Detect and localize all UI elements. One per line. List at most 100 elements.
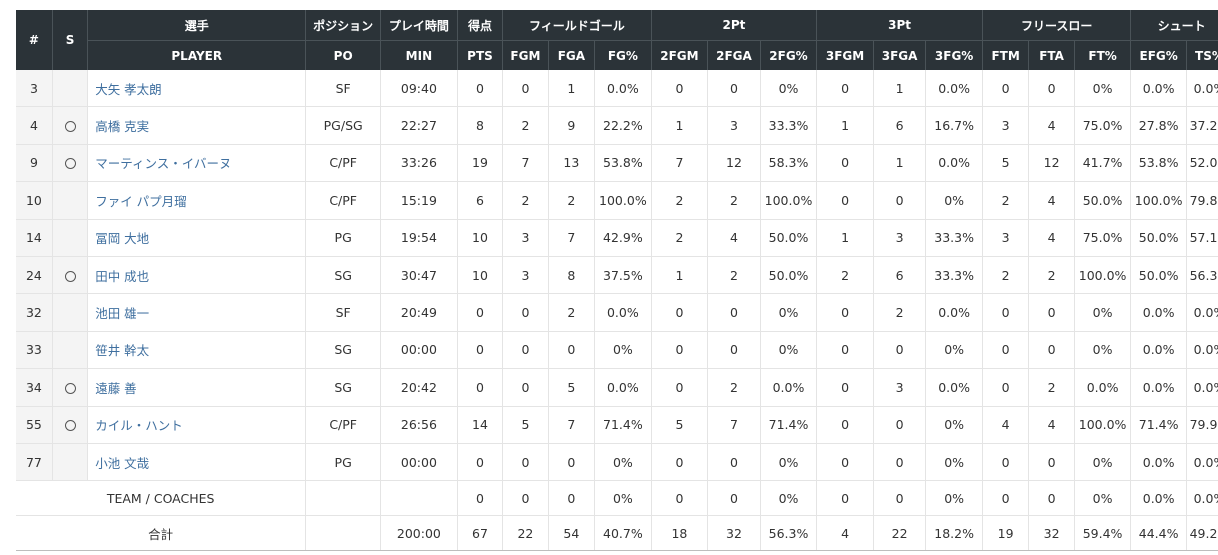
minutes	[380, 480, 458, 517]
header-player[interactable]: PLAYER	[87, 40, 307, 70]
table-row: 14 冨岡 大地 PG 19:54 10 3 7 42.9% 2 4 50.0%…	[16, 219, 1218, 257]
2fga: 0	[707, 331, 761, 370]
ts-pct: 0.0%	[1186, 368, 1218, 407]
3fg-pct: 0.0%	[925, 144, 983, 183]
header-po[interactable]: PO	[305, 40, 382, 70]
player-name-link[interactable]: 遠藤 善	[87, 368, 307, 407]
header-min[interactable]: MIN	[380, 40, 458, 70]
table-row: 32 池田 雄一 SF 20:49 0 0 2 0.0% 0 0 0% 0 2 …	[16, 293, 1218, 332]
3fg-pct: 0%	[925, 181, 983, 220]
header-ft-pct[interactable]: FT%	[1074, 40, 1132, 70]
table-row: 33 笹井 幹太 SG 00:00 0 0 0 0% 0 0 0% 0 0 0%…	[16, 331, 1218, 370]
minutes: 20:42	[380, 368, 458, 407]
fgm: 2	[502, 181, 549, 220]
position: SG	[305, 331, 382, 370]
fg-pct: 0%	[594, 443, 652, 482]
starter-cell	[52, 70, 89, 108]
3fgm: 0	[816, 406, 874, 444]
fta: 32	[1028, 515, 1075, 552]
player-name-link[interactable]: 高橋 克実	[87, 106, 307, 145]
header-2fg-pct[interactable]: 2FG%	[760, 40, 818, 70]
header-fg-pct[interactable]: FG%	[594, 40, 652, 70]
header-fga[interactable]: FGA	[548, 40, 596, 70]
2fgm: 0	[651, 443, 709, 482]
3fga: 1	[873, 70, 927, 108]
player-name-link[interactable]: 池田 雄一	[87, 293, 307, 332]
player-name-link[interactable]: ファイ パプ月瑠	[87, 181, 307, 220]
header-group-shoot: シュート	[1130, 10, 1218, 41]
efg-pct: 0.0%	[1130, 480, 1187, 517]
header-points-jp[interactable]: 得点	[457, 10, 504, 41]
2fgm: 5	[651, 406, 709, 444]
minutes: 20:49	[380, 293, 458, 332]
header-pts[interactable]: PTS	[457, 40, 504, 70]
minutes: 200:00	[380, 515, 458, 552]
header-ftm[interactable]: FTM	[982, 40, 1030, 70]
header-position-jp[interactable]: ポジション	[305, 10, 382, 41]
header-player-jp[interactable]: 選手	[87, 10, 307, 41]
points: 8	[457, 106, 504, 145]
3fg-pct: 0%	[925, 480, 983, 517]
3fgm: 2	[816, 256, 874, 295]
header-3fga[interactable]: 3FGA	[873, 40, 927, 70]
table-header: # S 選手 ポジション プレイ時間 得点 フィールドゴール 2Pt 3Pt フ…	[16, 10, 1218, 70]
3fg-pct: 0.0%	[925, 368, 983, 407]
ftm: 19	[982, 515, 1030, 552]
3fga: 0	[873, 406, 927, 444]
ts-pct: 49.2%	[1186, 515, 1218, 552]
fg-pct: 0%	[594, 331, 652, 370]
2fga: 0	[707, 293, 761, 332]
fga: 5	[548, 368, 596, 407]
points: 6	[457, 181, 504, 220]
2fga: 2	[707, 256, 761, 295]
3fg-pct: 0.0%	[925, 70, 983, 108]
team-coaches-label: TEAM / COACHES	[16, 480, 307, 517]
efg-pct: 0.0%	[1130, 70, 1187, 108]
3fgm: 0	[816, 181, 874, 220]
minutes: 19:54	[380, 219, 458, 257]
player-name-link[interactable]: 大矢 孝太朗	[87, 70, 307, 108]
efg-pct: 0.0%	[1130, 368, 1187, 407]
header-number[interactable]: #	[16, 10, 53, 70]
player-name-link[interactable]: 笹井 幹太	[87, 331, 307, 370]
3fga: 0	[873, 331, 927, 370]
header-fgm[interactable]: FGM	[502, 40, 549, 70]
ft-pct: 75.0%	[1074, 219, 1132, 257]
player-number: 10	[16, 181, 53, 220]
player-name-link[interactable]: マーティンス・イバーヌ	[87, 144, 307, 183]
2fga: 2	[707, 368, 761, 407]
header-fta[interactable]: FTA	[1028, 40, 1075, 70]
header-group-2pt: 2Pt	[651, 10, 818, 41]
header-2fgm[interactable]: 2FGM	[651, 40, 709, 70]
header-3fgm[interactable]: 3FGM	[816, 40, 874, 70]
player-name-link[interactable]: 小池 文哉	[87, 443, 307, 482]
table-row: 24 田中 成也 SG 30:47 10 3 8 37.5% 1 2 50.0%…	[16, 256, 1218, 295]
player-name-link[interactable]: カイル・ハント	[87, 406, 307, 444]
3fga: 0	[873, 443, 927, 482]
player-name-link[interactable]: 田中 成也	[87, 256, 307, 295]
header-starter[interactable]: S	[52, 10, 89, 70]
minutes: 00:00	[380, 331, 458, 370]
fgm: 3	[502, 219, 549, 257]
player-name-link[interactable]: 冨岡 大地	[87, 219, 307, 257]
fga: 2	[548, 181, 596, 220]
starter-circle-icon	[64, 158, 76, 170]
header-3fg-pct[interactable]: 3FG%	[925, 40, 983, 70]
header-ts-pct[interactable]: TS%	[1186, 40, 1218, 70]
2fg-pct: 100.0%	[760, 181, 818, 220]
ts-pct: 0.0%	[1186, 331, 1218, 370]
efg-pct: 0.0%	[1130, 443, 1187, 482]
header-2fga[interactable]: 2FGA	[707, 40, 761, 70]
starter-circle-icon	[64, 121, 76, 133]
fg-pct: 0%	[594, 480, 652, 517]
ftm: 4	[982, 406, 1030, 444]
2fg-pct: 58.3%	[760, 144, 818, 183]
position: SF	[305, 70, 382, 108]
fgm: 0	[502, 368, 549, 407]
3fgm: 4	[816, 515, 874, 552]
ts-pct: 56.3%	[1186, 256, 1218, 295]
header-minutes-jp[interactable]: プレイ時間	[380, 10, 458, 41]
table-row: 9 マーティンス・イバーヌ C/PF 33:26 19 7 13 53.8% 7…	[16, 144, 1218, 183]
header-efg-pct[interactable]: EFG%	[1130, 40, 1187, 70]
